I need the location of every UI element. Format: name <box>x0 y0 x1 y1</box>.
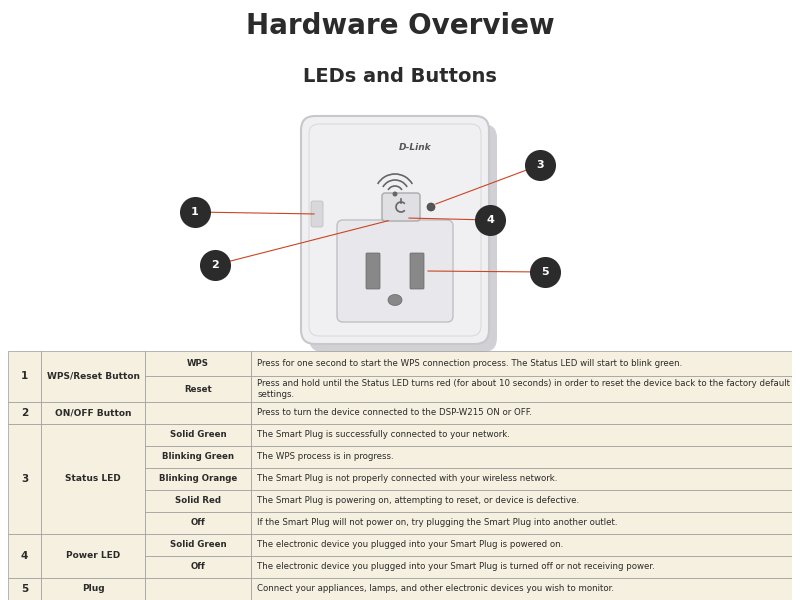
Bar <box>146 351 251 376</box>
Bar <box>251 401 792 424</box>
Bar <box>251 424 792 446</box>
FancyBboxPatch shape <box>311 201 323 227</box>
Bar <box>146 534 251 556</box>
Text: Connect your appliances, lamps, and other electronic devices you wish to monitor: Connect your appliances, lamps, and othe… <box>258 584 614 593</box>
Bar <box>251 351 792 376</box>
Bar <box>251 512 792 534</box>
Text: Press for one second to start the WPS connection process. The Status LED will st: Press for one second to start the WPS co… <box>258 359 682 368</box>
Text: 1: 1 <box>191 207 199 217</box>
Text: 1: 1 <box>21 371 28 382</box>
Bar <box>8 424 41 534</box>
Text: Solid Green: Solid Green <box>170 430 226 439</box>
Text: WPS/Reset Button: WPS/Reset Button <box>46 372 139 381</box>
Bar <box>146 376 251 401</box>
Point <box>538 267 551 277</box>
Text: 5: 5 <box>21 584 28 594</box>
Text: Off: Off <box>190 518 206 527</box>
Text: The electronic device you plugged into your Smart Plug is turned off or not rece: The electronic device you plugged into y… <box>258 562 655 571</box>
Text: LEDs and Buttons: LEDs and Buttons <box>303 67 497 86</box>
FancyBboxPatch shape <box>337 220 453 322</box>
Text: 4: 4 <box>21 551 28 561</box>
Bar <box>146 556 251 578</box>
Bar <box>251 578 792 600</box>
Bar <box>251 490 792 512</box>
Circle shape <box>393 191 398 196</box>
Text: Blinking Orange: Blinking Orange <box>159 475 238 484</box>
Bar <box>41 351 146 401</box>
FancyBboxPatch shape <box>410 253 424 289</box>
Bar <box>41 424 146 534</box>
Bar <box>8 578 41 600</box>
Text: Off: Off <box>190 562 206 571</box>
Text: 3: 3 <box>21 474 28 484</box>
Ellipse shape <box>388 295 402 305</box>
Text: 3: 3 <box>536 160 544 170</box>
Text: Solid Green: Solid Green <box>170 541 226 550</box>
Bar <box>8 534 41 578</box>
Text: The Smart Plug is powering on, attempting to reset, or device is defective.: The Smart Plug is powering on, attemptin… <box>258 496 579 505</box>
Bar <box>41 401 146 424</box>
Point <box>534 160 546 170</box>
Text: Plug: Plug <box>82 584 104 593</box>
Text: The electronic device you plugged into your Smart Plug is powered on.: The electronic device you plugged into y… <box>258 541 563 550</box>
Text: D-Link: D-Link <box>398 143 431 152</box>
Text: 2: 2 <box>211 260 219 270</box>
Text: Press and hold until the Status LED turns red (for about 10 seconds) in order to: Press and hold until the Status LED turn… <box>258 379 790 399</box>
Bar <box>251 376 792 401</box>
Bar <box>41 578 146 600</box>
Text: Press to turn the device connected to the DSP-W215 ON or OFF.: Press to turn the device connected to th… <box>258 408 532 417</box>
Text: Status LED: Status LED <box>65 475 121 484</box>
Text: 5: 5 <box>541 267 549 277</box>
Text: Solid Red: Solid Red <box>175 496 221 505</box>
Bar <box>251 446 792 468</box>
Point <box>189 207 202 217</box>
Bar <box>8 351 41 401</box>
Bar <box>146 424 251 446</box>
Text: Reset: Reset <box>184 385 212 394</box>
Bar <box>8 401 41 424</box>
Text: 2: 2 <box>21 407 28 418</box>
Circle shape <box>427 203 435 211</box>
Bar <box>146 490 251 512</box>
Text: WPS: WPS <box>187 359 209 368</box>
Bar <box>146 446 251 468</box>
Text: Power LED: Power LED <box>66 551 120 560</box>
Text: If the Smart Plug will not power on, try plugging the Smart Plug into another ou: If the Smart Plug will not power on, try… <box>258 518 618 527</box>
FancyBboxPatch shape <box>366 253 380 289</box>
Bar <box>251 468 792 490</box>
Bar <box>146 468 251 490</box>
FancyBboxPatch shape <box>309 124 497 352</box>
Point <box>209 260 222 270</box>
FancyBboxPatch shape <box>301 116 489 344</box>
Bar <box>251 556 792 578</box>
FancyBboxPatch shape <box>382 193 420 221</box>
Bar <box>251 534 792 556</box>
Text: The WPS process is in progress.: The WPS process is in progress. <box>258 452 394 461</box>
Text: The Smart Plug is not properly connected with your wireless network.: The Smart Plug is not properly connected… <box>258 475 558 484</box>
Bar <box>41 534 146 578</box>
Bar <box>146 401 251 424</box>
Text: ON/OFF Button: ON/OFF Button <box>55 408 131 417</box>
Text: 4: 4 <box>486 215 494 225</box>
Text: The Smart Plug is successfully connected to your network.: The Smart Plug is successfully connected… <box>258 430 510 439</box>
Bar <box>146 578 251 600</box>
Text: Hardware Overview: Hardware Overview <box>246 11 554 40</box>
Text: Blinking Green: Blinking Green <box>162 452 234 461</box>
Bar <box>146 512 251 534</box>
Point <box>483 215 496 225</box>
